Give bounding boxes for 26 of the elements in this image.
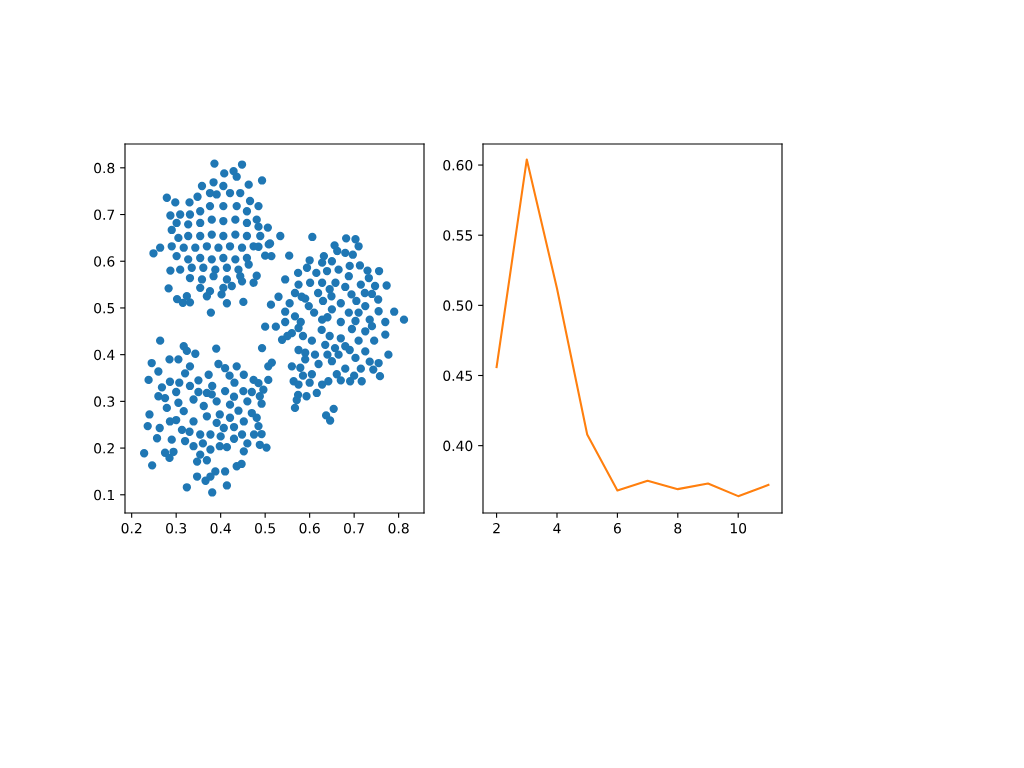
y-tick-label: 0.40 — [443, 440, 473, 452]
x-tick-label: 0.6 — [299, 522, 320, 534]
line-series — [495, 158, 770, 498]
y-tick-label: 0.60 — [443, 160, 473, 171]
y-tick-label: 0.45 — [443, 370, 473, 381]
y-tick-label: 0.4 — [94, 349, 115, 361]
x-tick-label: 4 — [553, 523, 561, 534]
y-tick-label: 0.7 — [94, 209, 115, 220]
y-tick-label: 0.2 — [94, 443, 114, 454]
x-tick-label: 0.7 — [344, 522, 364, 534]
x-tick-label: 0.2 — [121, 522, 142, 534]
y-tick-label: 0.1 — [94, 489, 114, 501]
y-tick-label: 0.8 — [94, 162, 115, 174]
x-tick-label: 0.5 — [255, 522, 275, 534]
x-tick-label: 0.4 — [210, 522, 231, 534]
x-tick-label: 0.8 — [388, 522, 409, 534]
x-tick-label: 2 — [493, 522, 500, 534]
y-tick-label: 0.50 — [443, 300, 473, 311]
y-tick-label: 0.6 — [94, 256, 115, 267]
y-tick-label: 0.5 — [94, 302, 115, 314]
x-tick-label: 0.3 — [166, 522, 187, 534]
y-tick-label: 0.55 — [443, 230, 473, 241]
x-tick-label: 10 — [730, 522, 747, 534]
x-tick-label: 6 — [613, 522, 621, 534]
y-tick-label: 0.3 — [94, 396, 115, 407]
x-tick-label: 8 — [674, 522, 682, 534]
